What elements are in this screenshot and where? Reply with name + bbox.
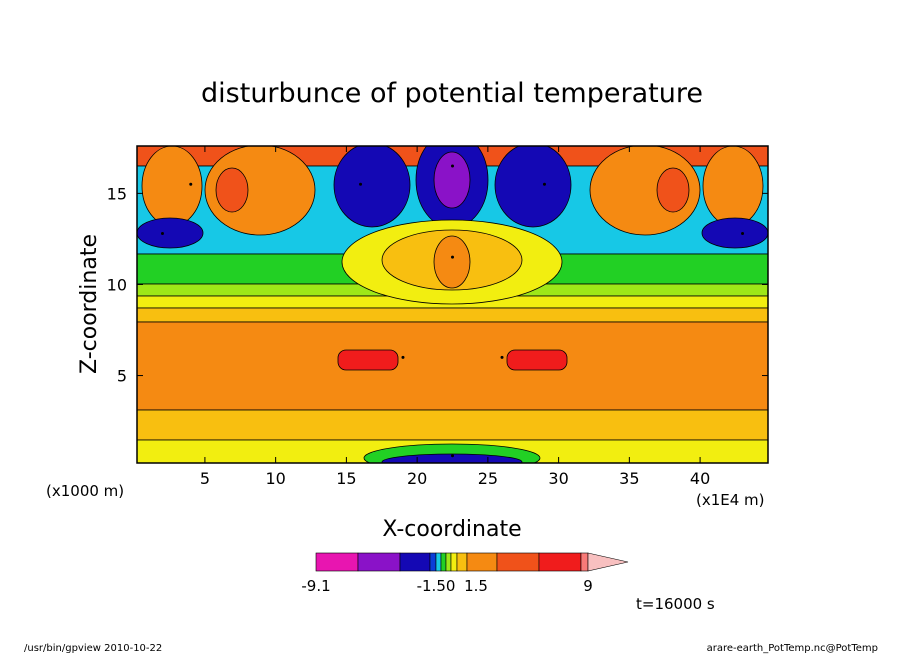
feature-point <box>401 355 405 359</box>
colorbar-swatch <box>580 552 589 572</box>
y-tick-label: 15 <box>107 184 127 203</box>
colorbar-label: 1.5 <box>464 577 488 595</box>
colorbar-swatch <box>399 552 431 572</box>
colorbar-swatch <box>456 552 468 572</box>
x-axis: 5 10 15 20 25 30 35 40 <box>200 146 710 488</box>
chart-title: disturbunce of potential temperature <box>201 78 703 109</box>
colorbar-swatch <box>496 552 540 572</box>
plot-area <box>137 146 768 463</box>
lobe-right-inner <box>656 167 690 213</box>
blue-side-left <box>137 217 204 249</box>
colorbar-swatch <box>435 552 442 572</box>
blue-side-right <box>701 217 768 249</box>
feature-point <box>160 231 164 235</box>
purple-center <box>433 151 471 209</box>
time-label: t=16000 s <box>636 595 715 613</box>
x-unit-label: (x1000 m) <box>46 482 124 500</box>
band-gold <box>137 307 768 323</box>
footer-left: /usr/bin/gpview 2010-10-22 <box>24 643 162 654</box>
x-tick-label: 5 <box>200 469 210 488</box>
colorbar-swatch <box>466 552 498 572</box>
colorbar-swatch <box>429 552 437 572</box>
y-tick-label: 10 <box>107 275 127 294</box>
feature-point <box>189 182 193 186</box>
footer-right: arare-earth_PotTemp.nc@PotTemp <box>707 643 878 654</box>
colorbar-swatch <box>450 552 458 572</box>
feature-point <box>451 454 454 458</box>
plot-frame <box>136 145 769 464</box>
feature-point <box>451 255 454 259</box>
colorbar-swatch <box>445 552 452 572</box>
colorbar-label: -1.50 <box>417 577 456 595</box>
colorbar-label: 9 <box>583 577 593 595</box>
band-gold-low <box>137 409 768 441</box>
feature-point <box>451 164 454 168</box>
feature-point <box>359 182 363 186</box>
y-axis-label: Z-coordinate <box>77 234 102 374</box>
x-tick-label: 40 <box>690 469 710 488</box>
colorbar-swatch <box>538 552 582 572</box>
x-tick-label: 15 <box>336 469 356 488</box>
red-right <box>506 349 568 371</box>
red-left <box>337 349 399 371</box>
x-scale-label: (x1E4 m) <box>696 491 765 509</box>
colorbar-swatch <box>357 552 401 572</box>
feature-point <box>741 231 745 235</box>
colorbar-swatch <box>440 552 447 572</box>
lobe-left-inner <box>215 167 249 213</box>
colorbar-label: -9.1 <box>301 577 330 595</box>
colorbar: -9.1 -1.50 1.5 9 <box>301 552 629 595</box>
band-orange-main <box>137 321 768 411</box>
x-tick-label: 35 <box>619 469 639 488</box>
feature-point <box>500 355 504 359</box>
lobe-right <box>702 146 764 227</box>
blue-right <box>494 146 572 228</box>
mid-orange <box>433 235 471 289</box>
feature-point <box>542 182 546 186</box>
colorbar-arrow <box>587 552 629 572</box>
lobe-left <box>141 146 203 227</box>
x-tick-label: 10 <box>265 469 285 488</box>
x-tick-label: 25 <box>478 469 498 488</box>
blue-left <box>333 146 411 228</box>
colorbar-swatch <box>315 552 359 572</box>
x-tick-label: 30 <box>548 469 568 488</box>
x-tick-label: 20 <box>407 469 427 488</box>
x-axis-label: X-coordinate <box>382 517 521 542</box>
y-axis: 5 10 15 <box>107 184 768 386</box>
y-tick-label: 5 <box>117 367 127 386</box>
